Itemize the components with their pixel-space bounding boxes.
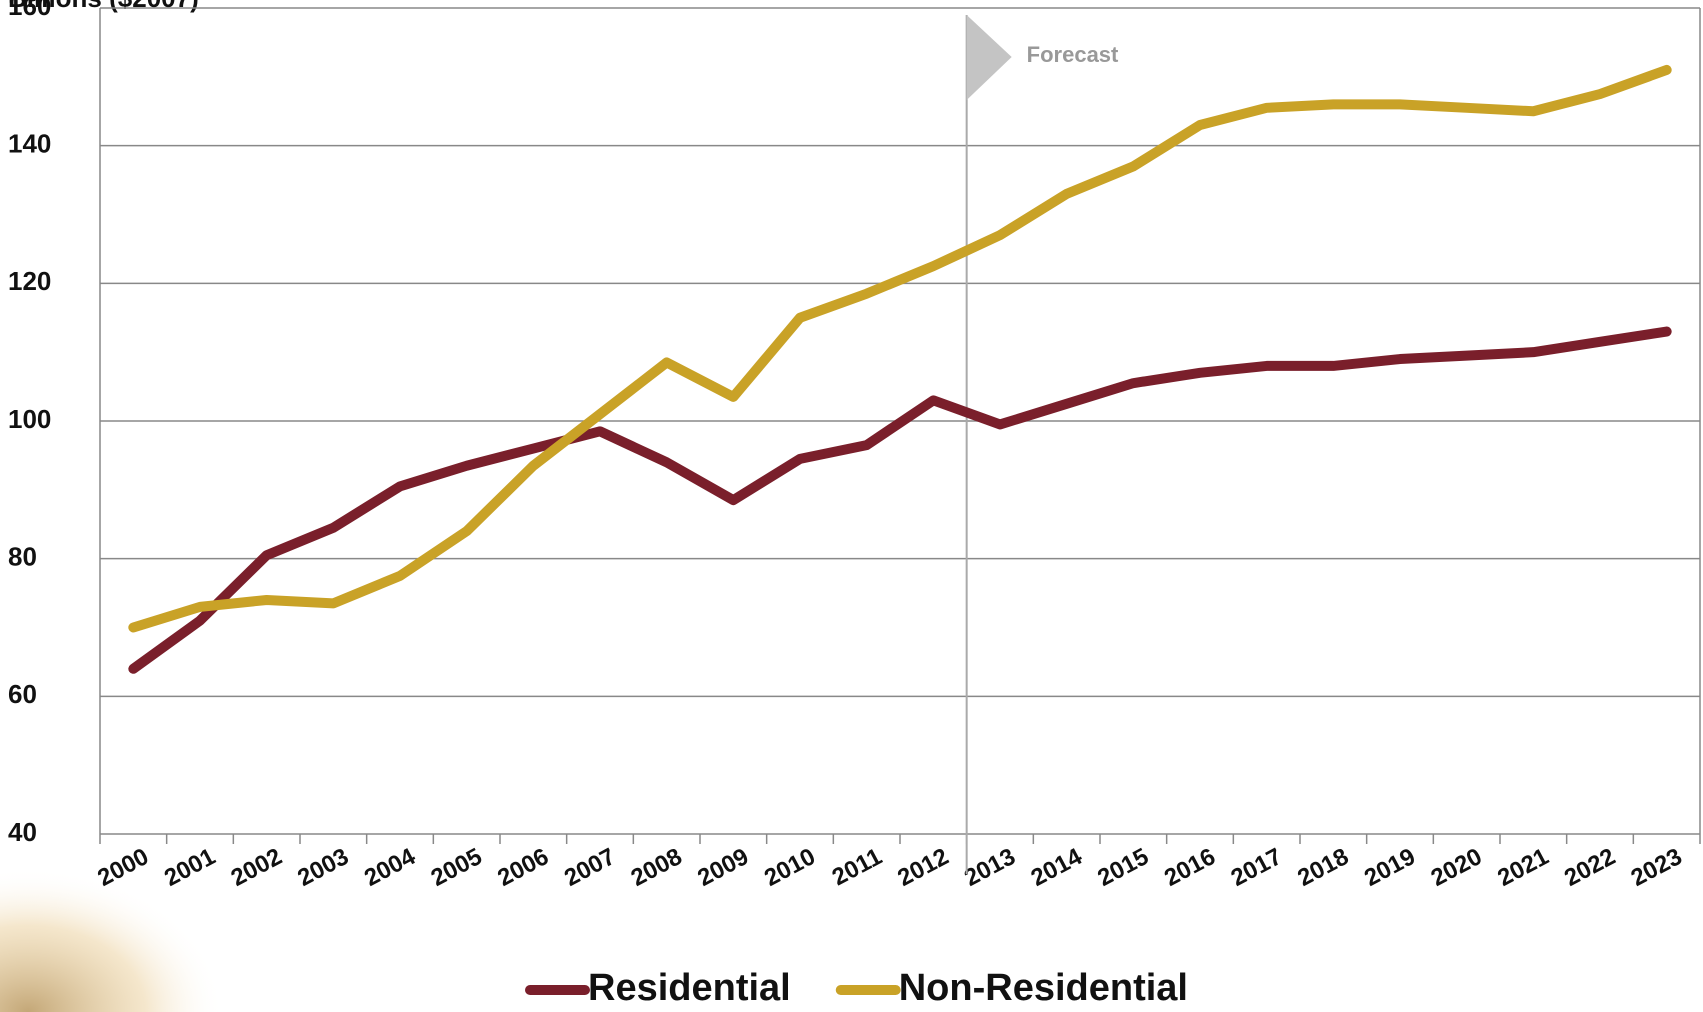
x-tick-label: 2021: [1493, 843, 1553, 892]
y-axis-label: Billions ($2007): [8, 0, 199, 13]
x-tick-label: 2018: [1293, 843, 1353, 892]
x-tick-label: 2023: [1627, 843, 1687, 892]
x-tick-label: 2022: [1560, 843, 1620, 892]
y-tick-label: 140: [8, 129, 51, 159]
series-line: [128, 64, 1672, 633]
y-tick-label: 80: [8, 542, 37, 572]
forecast-flag: [966, 15, 1012, 100]
y-tick-label: 120: [8, 266, 51, 296]
x-tick-label: 2014: [1027, 843, 1087, 892]
legend-label: Non-Residential: [899, 967, 1188, 1009]
y-tick-label: 60: [8, 679, 37, 709]
legend-label: Residential: [588, 967, 791, 1009]
y-tick-label: 100: [8, 404, 51, 434]
series-line: [128, 326, 1672, 674]
x-tick-label: 2010: [760, 843, 820, 892]
x-tick-label: 2008: [627, 843, 687, 892]
x-tick-label: 2017: [1227, 843, 1287, 892]
x-tick-label: 2015: [1093, 843, 1153, 892]
x-tick-label: 2016: [1160, 843, 1220, 892]
x-tick-label: 2011: [828, 843, 887, 891]
x-tick-label: 2020: [1427, 843, 1487, 892]
y-tick-label: 160: [8, 0, 51, 21]
x-tick-label: 2009: [693, 843, 753, 892]
x-tick-label: 2007: [560, 843, 620, 892]
x-tick-label: 2013: [960, 843, 1020, 892]
x-tick-label: 2012: [893, 843, 953, 892]
y-tick-label: 40: [8, 817, 37, 847]
background-decoration: [0, 600, 560, 1012]
x-tick-label: 2019: [1360, 843, 1420, 892]
forecast-label: Forecast: [1027, 42, 1119, 67]
